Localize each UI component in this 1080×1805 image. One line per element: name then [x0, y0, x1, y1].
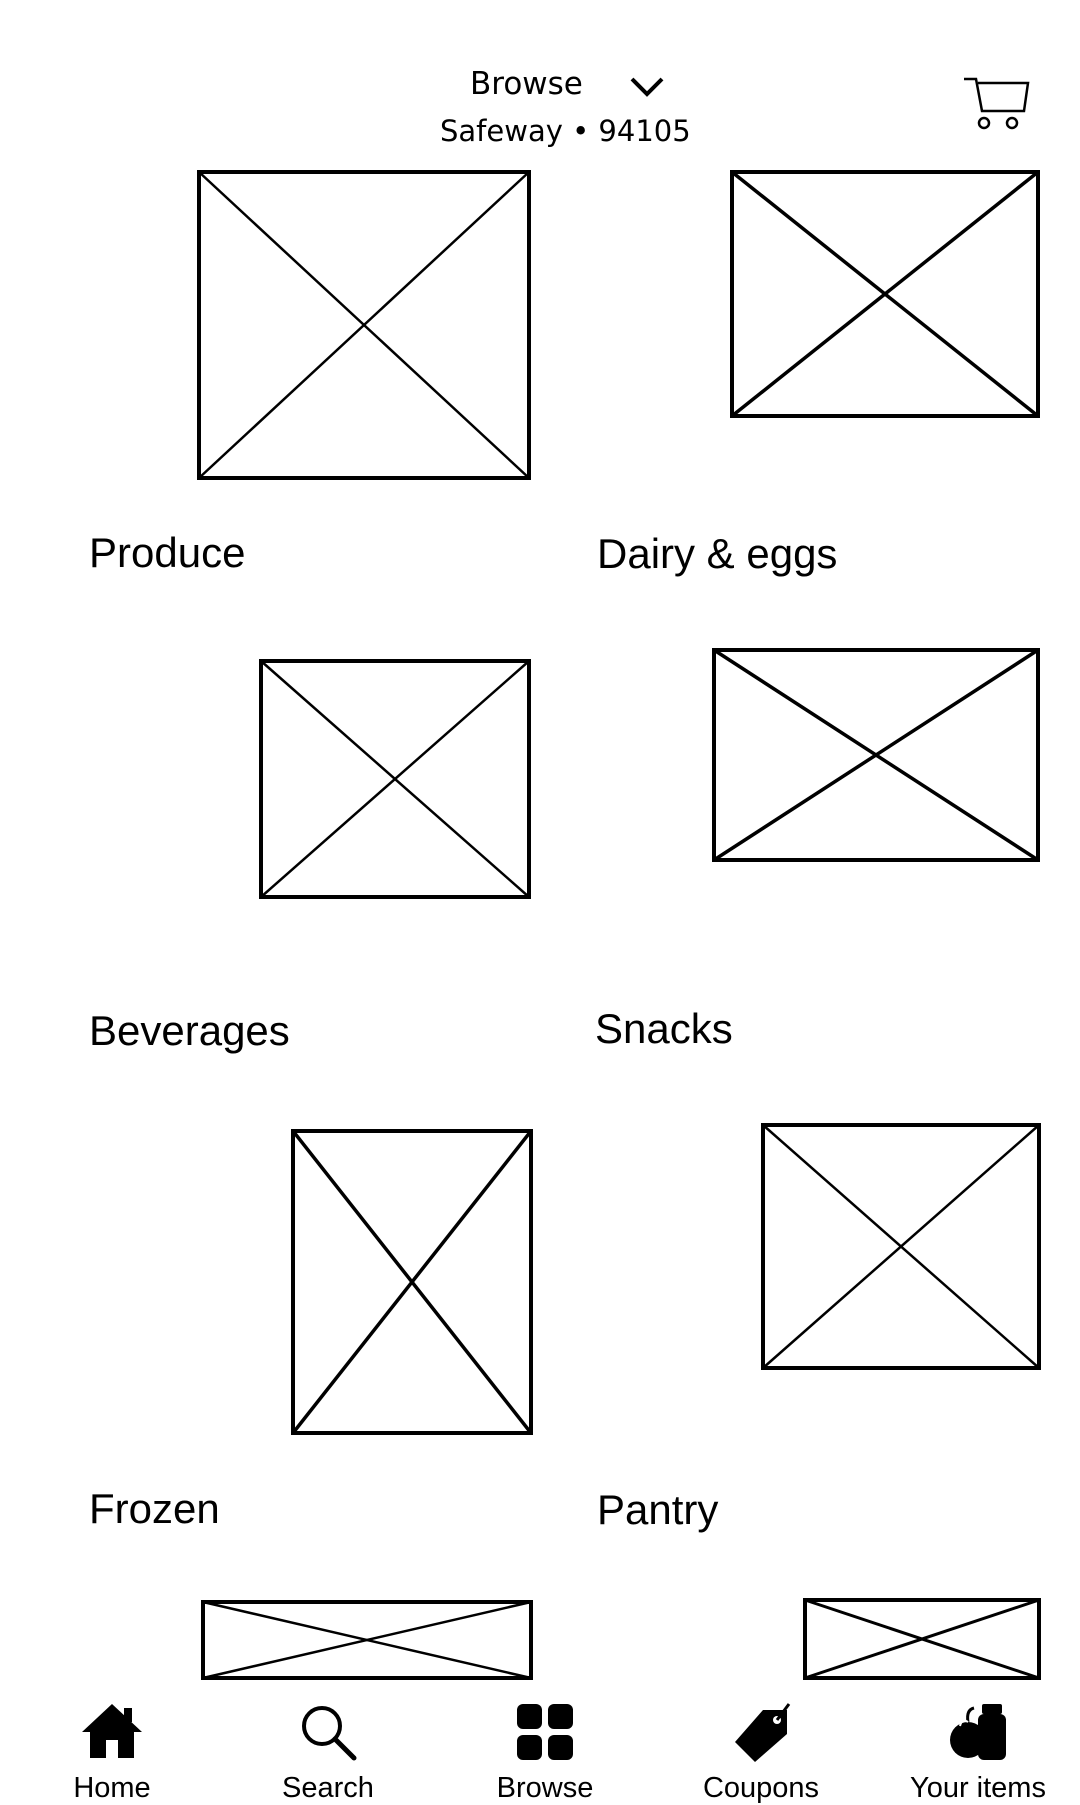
category-image-beverages[interactable]: [259, 659, 531, 899]
bottom-nav: Home Search Browse Coupons: [0, 1688, 1080, 1804]
cart-icon[interactable]: [962, 75, 1030, 133]
category-label-produce[interactable]: Produce: [89, 529, 246, 576]
home-icon: [82, 1704, 142, 1758]
category-label-snacks[interactable]: Snacks: [595, 1005, 733, 1052]
category-image-dairy-eggs[interactable]: [730, 170, 1040, 418]
category-image-pantry[interactable]: [761, 1123, 1041, 1370]
nav-your-items[interactable]: Your items: [898, 1688, 1058, 1804]
category-label-frozen[interactable]: Frozen: [89, 1485, 220, 1532]
category-image-row4-right[interactable]: [803, 1598, 1041, 1680]
category-image-snacks[interactable]: [712, 648, 1040, 862]
tag-icon: [735, 1703, 791, 1762]
nav-search[interactable]: Search: [268, 1688, 388, 1804]
nav-coupons[interactable]: Coupons: [696, 1688, 826, 1804]
chevron-down-icon[interactable]: [628, 74, 666, 100]
apple-jar-icon: [950, 1704, 1006, 1760]
category-label-pantry[interactable]: Pantry: [597, 1486, 719, 1533]
category-label-beverages[interactable]: Beverages: [89, 1007, 290, 1054]
category-image-frozen[interactable]: [291, 1129, 533, 1435]
nav-home[interactable]: Home: [52, 1688, 172, 1804]
nav-label-search: Search: [282, 1772, 374, 1804]
search-icon: [302, 1706, 357, 1761]
category-image-row4-left[interactable]: [201, 1600, 533, 1680]
nav-label-browse: Browse: [496, 1772, 594, 1804]
nav-label-your-items: Your items: [910, 1772, 1046, 1804]
nav-label-home: Home: [73, 1772, 151, 1804]
nav-label-coupons: Coupons: [702, 1772, 820, 1804]
nav-browse[interactable]: Browse: [485, 1688, 605, 1804]
category-image-produce[interactable]: [197, 170, 531, 480]
store-location[interactable]: Safeway • 94105: [440, 114, 691, 148]
grid-icon: [517, 1704, 573, 1760]
category-label-dairy-eggs[interactable]: Dairy & eggs: [597, 530, 838, 577]
page-title[interactable]: Browse: [470, 66, 583, 102]
